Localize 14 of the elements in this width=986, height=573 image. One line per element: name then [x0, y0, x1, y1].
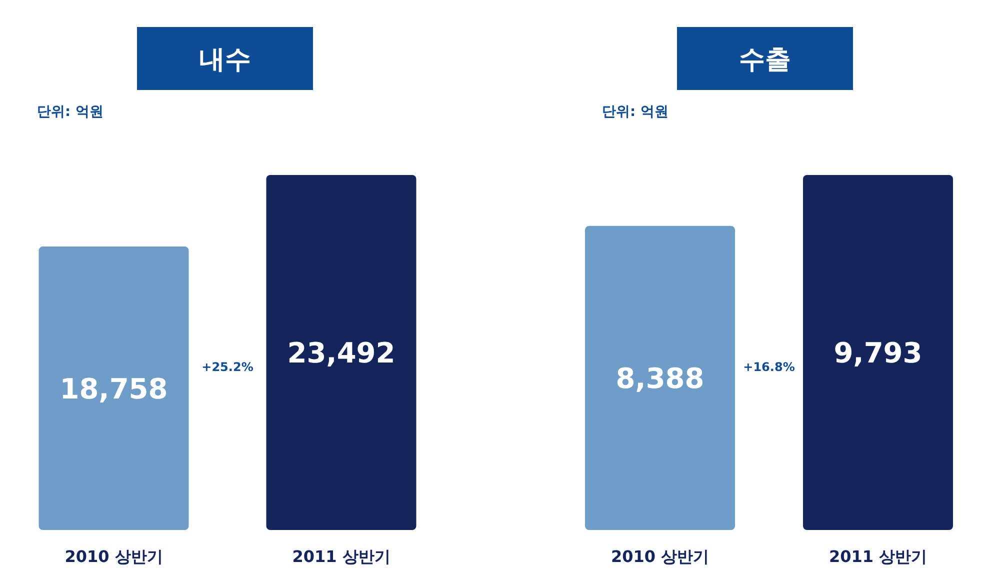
x-tick-label: 2010 상반기	[64, 547, 163, 566]
annotation: +25.2%	[202, 360, 254, 374]
x-tick-label: 2010 상반기	[610, 547, 710, 566]
data-label: 23,492	[287, 336, 396, 370]
data-label: 9,793	[834, 336, 922, 370]
annotation: +16.8%	[743, 360, 795, 374]
text: 단위: 억원	[602, 104, 668, 120]
chart-title: 내수	[199, 45, 251, 75]
x-tick-label: 2011 상반기	[828, 547, 928, 566]
text: 단위: 억원	[37, 104, 104, 120]
x-tick-label: 2011 상반기	[292, 547, 390, 566]
chart-title: 수출	[739, 45, 791, 75]
data-label: 18,758	[60, 372, 168, 406]
data-label: 8,388	[616, 362, 704, 395]
